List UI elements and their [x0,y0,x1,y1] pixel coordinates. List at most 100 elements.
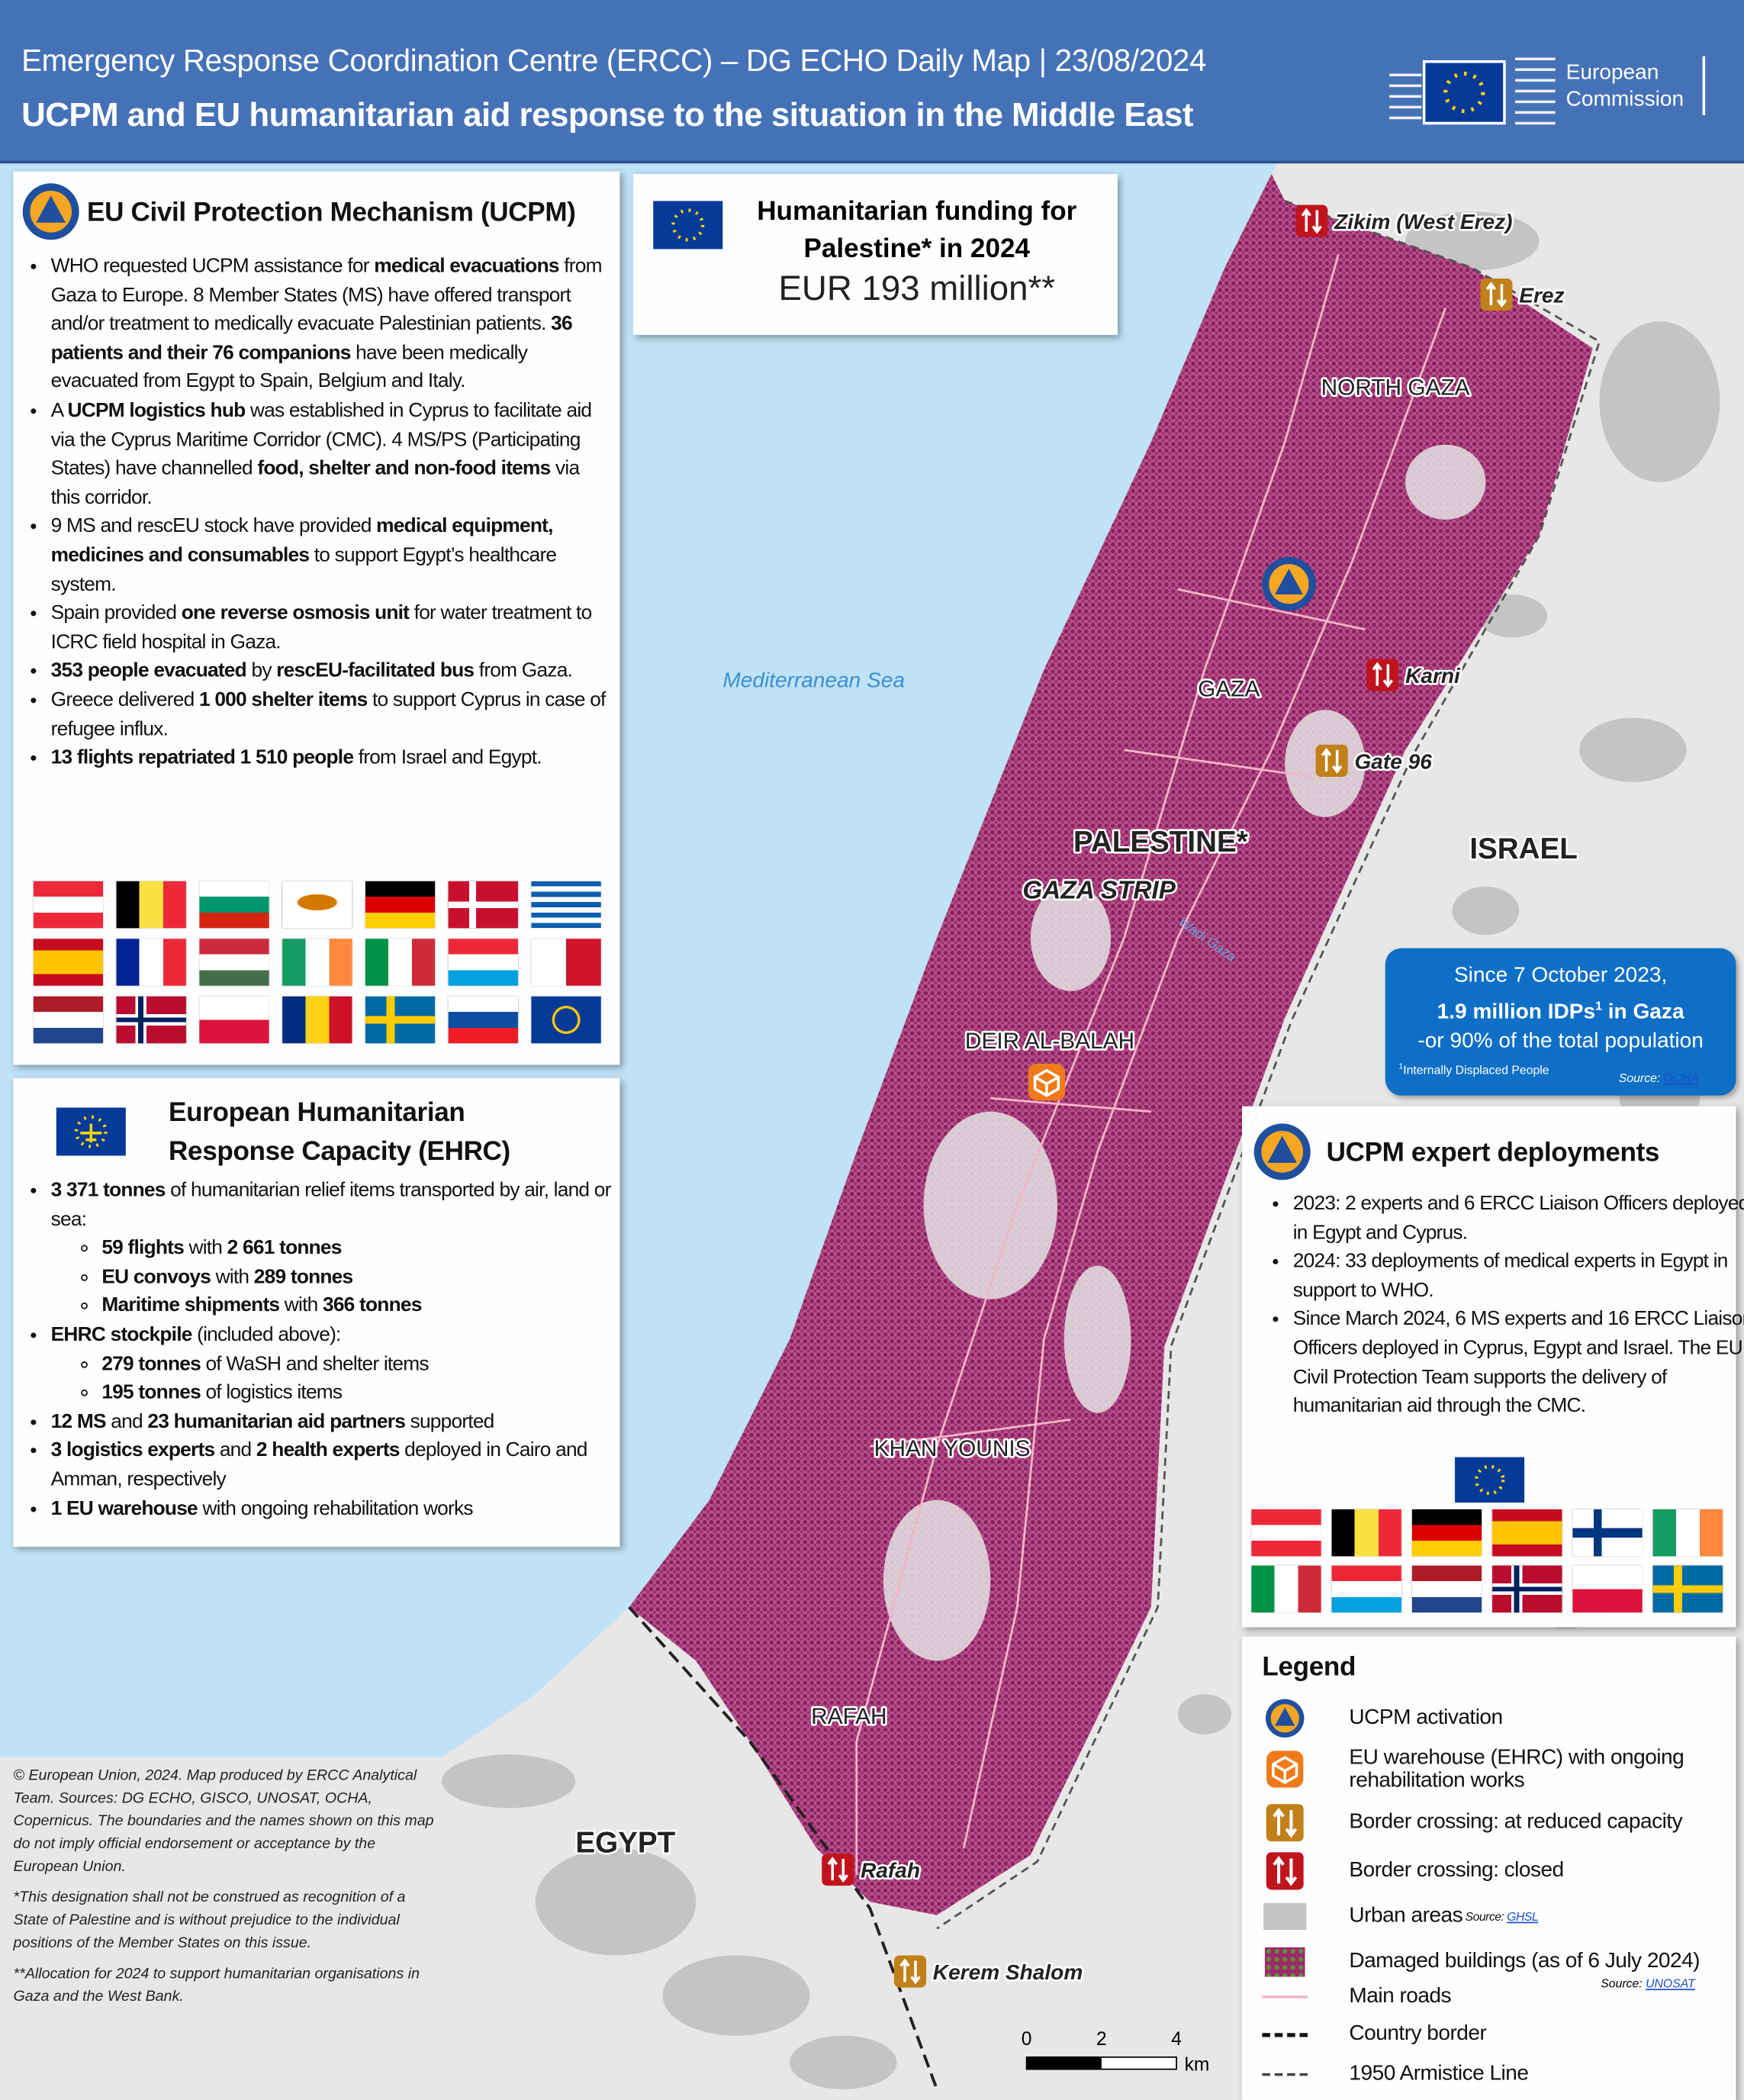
text-run: to support Cyprus in case of refugee inf… [50,688,607,740]
crossing-icon [1295,205,1328,237]
header: Emergency Response Coordination Centre (… [0,0,1744,164]
flag [531,939,601,986]
source-prefix: Source: [1465,1909,1504,1924]
idp-note-sup: 1 [1398,1063,1404,1072]
text-run: medical equipment, medicines and consuma… [50,514,554,567]
legend-label: 1950 Armistice Line [1349,2062,1529,2086]
text-run: have been medically evacuated from Egypt… [50,341,528,393]
flag [116,881,186,929]
funding-title: Humanitarian funding for Palestine* in 2… [757,196,1077,264]
flag [1411,1565,1482,1613]
country-border [628,1606,938,2090]
bullet: A UCPM logistics hub was established in … [51,396,607,512]
legend-item: Damaged buildings (as of 6 July 2024) [1261,1942,1701,1982]
sub-bullet: 279 tonnes of WaSH and shelter items [101,1349,626,1378]
text-run: and [105,1409,148,1433]
text-run: by [246,659,277,682]
flag [1251,1565,1321,1613]
text-run: with [183,1236,227,1260]
legend-panel: Legend UCPM activation EU warehouse (EHR… [1242,1636,1736,2100]
flag [116,996,186,1044]
source-prefix: Source: [1601,1976,1643,1991]
text-run: 36 patients and their 76 companions [50,312,573,365]
legend-source: Source: GHSL [1466,1910,1539,1924]
source-link[interactable]: GHSL [1507,1909,1539,1924]
town-label: DEIR AL-BALAH [965,1029,1134,1054]
bullet: Spain provided one reverse osmosis unit … [51,599,607,657]
text-run: EU convoys [101,1265,211,1289]
text-run: of WaSH and shelter items [200,1351,429,1375]
text-run: 2 health experts [256,1438,401,1462]
text-run: 2023: 2 experts and 6 ERCC Liaison Offic… [1292,1192,1744,1244]
bullet-list: 3 371 tonnes of humanitarian relief item… [14,1176,627,1523]
legend-item: UCPM activation [1261,1698,1503,1738]
bullet: WHO requested UCPM assistance for medica… [51,252,607,396]
legend-label: Main roads [1349,1985,1452,2008]
legend-item: Urban areas Source: GHSL [1261,1896,1539,1937]
text-run: 353 people evacuated [50,659,247,682]
text-run: from Israel and Egypt. [353,746,542,769]
bullet: 2023: 2 experts and 6 ERCC Liaison Offic… [1293,1190,1744,1248]
crossing-label: Zikim (West Erez) [1334,210,1512,234]
text-run: 3 logistics experts [50,1438,215,1462]
bullet: 353 people evacuated by rescEU-facilitat… [51,657,607,686]
idp-line: Since 7 October 2023, [1453,964,1668,987]
footnote: **Allocation for 2024 to support humanit… [13,1966,420,2005]
text-run: 13 flights repatriated 1 510 people [50,746,354,769]
legend-item: EU warehouse (EHRC) with ongoing rehabil… [1261,1747,1703,1792]
crossing-icon [1315,744,1348,777]
text-run: one reverse osmosis unit [181,601,410,625]
sub-bullet-list: 279 tonnes of WaSH and shelter items195 … [51,1349,626,1407]
flag-grid [33,881,601,1044]
town-label: RAFAH [811,1704,886,1729]
crossing-label: Kerem Shalom [933,1960,1083,1984]
text-run: with [279,1294,323,1317]
town-label: NORTH GAZA [1321,375,1470,401]
text-run: 366 tonnes [322,1294,422,1317]
panel-title: European Humanitarian Response Capacity … [169,1098,510,1167]
text-run: Maritime shipments [101,1294,280,1317]
town-label: GAZA [1198,677,1260,702]
bullet: 13 flights repatriated 1 510 people from… [51,743,607,772]
source-link[interactable]: UNOSAT [1646,1976,1695,1991]
bullet-list: 2023: 2 experts and 6 ERCC Liaison Offic… [1256,1190,1744,1421]
flag [448,939,518,986]
panel-title: EU Civil Protection Mechanism (UCPM) [87,198,576,228]
legend-label: Urban areas [1349,1904,1463,1928]
source-link[interactable]: OCHA [1663,1071,1699,1085]
experts-panel: UCPM expert deployments 2023: 2 experts … [1242,1106,1744,1628]
legend-label: Border crossing: closed [1349,1859,1564,1882]
logo-text: Commission [1565,88,1684,111]
idp-sup: 1 [1595,999,1602,1013]
flag [282,996,352,1044]
legend-item: Border crossing: at reduced capacity [1261,1802,1683,1843]
funding-amount: EUR 193 million** [778,268,1056,308]
crossing-icon [1366,659,1399,691]
text-run: with [211,1265,254,1289]
ucpm-icon [22,183,79,240]
text-run: for water treatment to ICRC field hospit… [50,601,593,653]
logo-rule [1702,56,1706,115]
bullet: 9 MS and rescEU stock have provided medi… [51,512,607,599]
main-roads [855,254,1447,1876]
text-run: Since March 2024, 6 MS experts and 16 ER… [1292,1307,1744,1418]
scale-tick: 0 [1022,2029,1032,2050]
legend-title: Legend [1262,1652,1356,1683]
idp-source: Source: OCHA [1619,1071,1698,1085]
text-run: 23 humanitarian aid partners [147,1409,406,1433]
crossing-label: Karni [1405,664,1461,688]
eu-flag [653,201,723,250]
crossing-icon [893,1955,927,1988]
eu-flag [1455,1457,1525,1503]
armistice-line [936,199,1601,1930]
text-run: from Gaza to Europe. 8 Member States (MS… [50,254,603,336]
scale-bar: 0 2 4 km [1022,2029,1210,2075]
legend-label: Border crossing: at reduced capacity [1349,1810,1683,1834]
ucpm-activation-icon [1262,556,1316,611]
bullet-list: WHO requested UCPM assistance for medica… [14,252,607,772]
idp-line: -or 90% of the total population [1417,1030,1704,1054]
sub-bullet: 59 flights with 2 661 tonnes [101,1234,626,1263]
flag [1492,1565,1562,1613]
flag [282,939,352,986]
text-run: Greece delivered [50,688,199,711]
